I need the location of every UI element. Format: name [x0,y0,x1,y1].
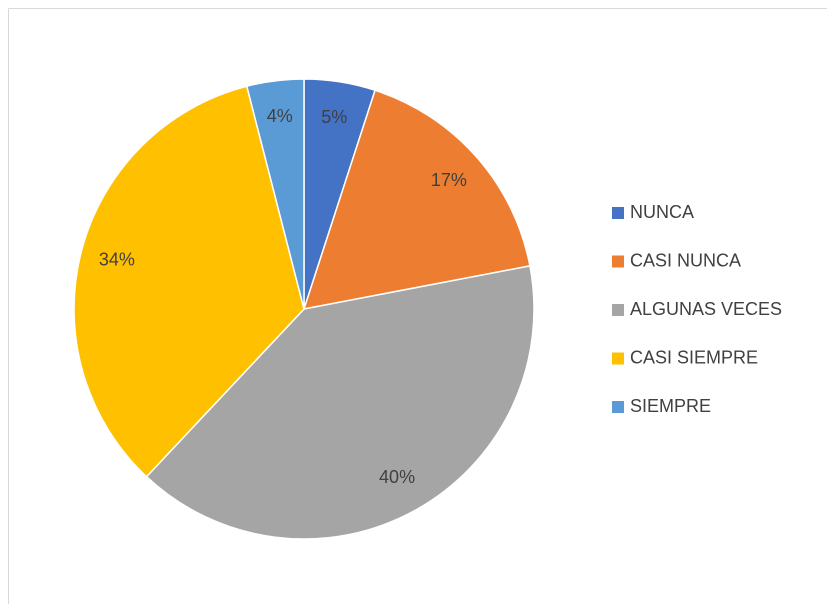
legend-label: CASI SIEMPRE [630,347,758,367]
legend-swatch [612,352,624,365]
legend-label: CASI NUNCA [630,250,741,270]
legend-swatch [612,304,624,316]
pie-slice [302,89,531,310]
legend-label: SIEMPRE [630,396,711,416]
legend-swatch [612,207,624,219]
legend-label: ALGUNAS VECES [630,299,782,319]
data-label: 4% [267,106,293,126]
pie-slice [145,265,535,540]
pie-slice [245,78,305,310]
legend-swatch [612,401,624,413]
legend-swatch [612,255,624,268]
pie-slice [73,85,305,478]
data-label: 17% [431,170,467,190]
data-label: 40% [379,467,415,487]
data-label: 5% [321,107,347,127]
legend-label: NUNCA [630,202,694,222]
data-label: 34% [99,250,135,270]
